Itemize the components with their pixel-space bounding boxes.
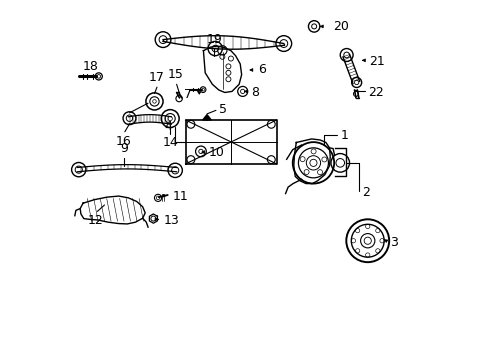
Text: 5: 5 (218, 103, 226, 116)
Text: 2: 2 (361, 186, 369, 199)
Text: 10: 10 (208, 147, 224, 159)
Text: 12: 12 (87, 214, 103, 227)
Text: 17: 17 (149, 71, 164, 84)
Text: 16: 16 (116, 135, 131, 148)
Text: 6: 6 (258, 63, 265, 76)
Text: 4: 4 (164, 120, 172, 133)
Text: 22: 22 (367, 86, 383, 99)
Text: 8: 8 (250, 86, 259, 99)
Text: 3: 3 (389, 236, 397, 249)
Polygon shape (203, 114, 211, 120)
Text: 15: 15 (168, 68, 183, 81)
Text: 9: 9 (120, 142, 127, 155)
Text: 19: 19 (206, 33, 222, 46)
Text: 7: 7 (183, 88, 191, 101)
Text: 21: 21 (368, 55, 384, 68)
Text: 20: 20 (332, 20, 348, 33)
Text: 13: 13 (164, 213, 180, 226)
Text: 18: 18 (83, 60, 99, 73)
Text: 14: 14 (162, 136, 178, 149)
Text: 11: 11 (172, 190, 188, 203)
Text: 1: 1 (340, 129, 347, 142)
